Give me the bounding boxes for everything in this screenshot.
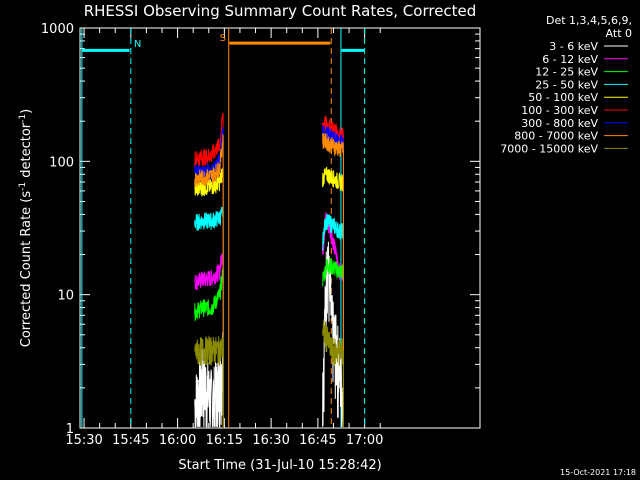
y-tick-label: 100 (49, 155, 74, 170)
x-tick-label: 16:30 (252, 433, 289, 448)
y-label-end: ) (19, 109, 34, 114)
legend-label: 12 - 25 keV (535, 66, 598, 79)
x-tick-label: 15:45 (112, 433, 149, 448)
x-tick-label: 16:00 (159, 433, 196, 448)
series-line-seg1 (194, 332, 224, 428)
series-7000-15000-kev (194, 319, 344, 428)
series-line-seg1 (194, 246, 224, 291)
series-line-seg2 (322, 132, 344, 157)
legend-label: 6 - 12 keV (542, 53, 598, 66)
legend-header-2: Att 0 (606, 27, 632, 40)
series-line-seg2 (322, 213, 344, 251)
axis-ticks: 15:30 15:45 16:00 16:15 16:30 16:45 17:00 1 10 10… (41, 22, 480, 448)
series-line-seg1 (194, 134, 224, 188)
series-line-seg2 (322, 258, 344, 287)
y-tick-label: 10 (57, 289, 74, 304)
x-tick-label: 17:00 (346, 433, 383, 448)
y-label-main: Corrected Count Rate (s (19, 191, 34, 348)
y-label-sup2: -1 (18, 114, 28, 123)
legend-label: 25 - 50 keV (535, 78, 598, 91)
y-axis-label: Corrected Count Rate (s-1 detector-1) (18, 109, 34, 347)
saa-flag-label: S (220, 33, 226, 44)
x-tick-label: 15:30 (65, 433, 102, 448)
y-label-mid: detector (19, 122, 34, 182)
plot-frame (79, 27, 481, 429)
x-tick-label: 16:45 (299, 433, 336, 448)
series-line-seg1 (194, 266, 224, 322)
series-line-seg1 (194, 112, 224, 168)
series-line-seg2 (322, 166, 344, 192)
legend-label: 100 - 300 keV (521, 104, 598, 117)
series-layer (194, 112, 344, 428)
y-label-sup1: -1 (18, 182, 28, 191)
chart-title: RHESSI Observing Summary Count Rates, Co… (84, 2, 477, 20)
x-tick-label: 16:15 (206, 433, 243, 448)
footer-timestamp: 15-Oct-2021 17:18 (560, 468, 636, 477)
series-line-seg2 (322, 115, 344, 146)
legend-label: 800 - 7000 keV (514, 130, 598, 143)
series-line-seg2 (322, 319, 344, 367)
y-tick-label: 1000 (41, 22, 74, 37)
legend-header-1: Det 1,3,4,5,6,9, (546, 14, 632, 27)
series-line-seg1 (194, 203, 224, 231)
legend-label: 50 - 100 keV (528, 91, 598, 104)
legend-label: 300 - 800 keV (521, 117, 598, 130)
night-flag-label: N (134, 39, 141, 50)
series-line-seg1 (194, 335, 224, 366)
x-axis-label: Start Time (31-Jul-10 15:28:42) (178, 458, 381, 473)
legend-label: 3 - 6 keV (549, 40, 598, 53)
y-tick-label: 1 (66, 422, 74, 437)
legend-label: 7000 - 15000 keV (500, 142, 598, 155)
